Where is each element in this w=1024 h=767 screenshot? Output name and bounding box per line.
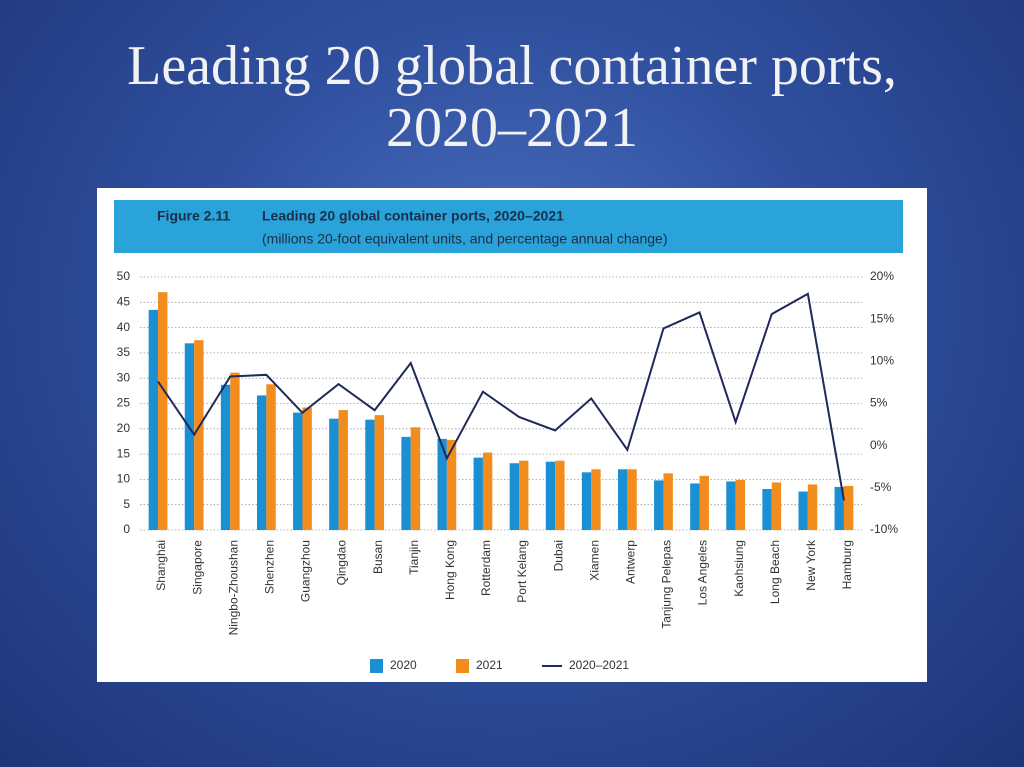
bar xyxy=(410,427,421,530)
bar xyxy=(545,461,556,530)
x-tick-label: Kaohsiung xyxy=(732,540,746,597)
x-tick-label: Rotterdam xyxy=(479,540,493,596)
bar xyxy=(365,419,375,530)
y-tick-label: 30 xyxy=(117,370,131,384)
y2-tick-label: 10% xyxy=(870,354,894,368)
bar xyxy=(374,415,385,530)
x-tick-label: Tianjin xyxy=(407,540,421,575)
x-tick-label: Shanghai xyxy=(154,540,168,591)
bar xyxy=(158,292,168,530)
bar xyxy=(446,439,457,530)
bar xyxy=(194,340,204,530)
header-bar xyxy=(114,200,903,253)
legend-swatch xyxy=(456,659,469,673)
y-tick-label: 10 xyxy=(117,472,131,486)
bar xyxy=(690,483,700,530)
bar xyxy=(699,475,709,530)
x-tick-label: Ningbo-Zhoushan xyxy=(226,540,240,635)
bar xyxy=(293,412,303,530)
y2-tick-label: 0% xyxy=(870,438,888,452)
line xyxy=(157,292,845,501)
bar xyxy=(581,472,592,530)
y-tick-label: 40 xyxy=(117,320,131,334)
bar xyxy=(509,463,520,530)
x-tick-label: Dubai xyxy=(551,540,565,571)
bar xyxy=(230,372,240,530)
bar xyxy=(617,469,628,530)
x-tick-label: Hong Kong xyxy=(443,540,457,600)
bar xyxy=(726,481,736,530)
y-tick-label: 15 xyxy=(117,446,131,460)
bar xyxy=(148,309,159,530)
x-tick-label: Long Beach xyxy=(768,540,782,604)
x-tick-label: Tanjung Pelepas xyxy=(660,540,674,629)
chart: Figure 2.11 Leading 20 global container … xyxy=(97,188,927,682)
bar xyxy=(771,482,782,530)
bar xyxy=(807,484,818,530)
x-tick-label: New York xyxy=(804,539,818,591)
bar xyxy=(329,418,339,530)
y2-tick-label: -10% xyxy=(870,522,898,536)
y2-tick-label: -5% xyxy=(870,480,892,494)
bar xyxy=(266,384,276,530)
bar xyxy=(735,479,746,530)
x-tick-label: Xiamen xyxy=(587,540,601,581)
y-tick-label: 5 xyxy=(123,497,130,511)
legend-label: 2021 xyxy=(476,658,503,672)
x-tick-label: Port Kelang xyxy=(515,540,529,603)
bar xyxy=(627,469,637,530)
x-tick-label: Busan xyxy=(371,540,385,574)
chart-title: Leading 20 global container ports, 2020–… xyxy=(262,208,564,224)
legend-label: 2020–2021 xyxy=(569,658,629,672)
legend-swatch xyxy=(370,659,383,673)
x-tick-label: Los Angeles xyxy=(696,540,710,605)
bar xyxy=(555,460,565,530)
figure-label: Figure 2.11 xyxy=(157,208,230,224)
bar xyxy=(663,473,673,530)
bar xyxy=(519,460,529,530)
y2-tick-label: 15% xyxy=(870,311,894,325)
slide-title: Leading 20 global container ports, 2020–… xyxy=(127,35,897,159)
y2-tick-label: 5% xyxy=(870,396,888,410)
bar xyxy=(220,384,231,530)
bar xyxy=(834,486,844,530)
bar xyxy=(654,480,664,530)
bar xyxy=(843,485,854,530)
legend-label: 2020 xyxy=(390,658,417,672)
bar xyxy=(184,343,195,530)
x-tick-label: Guangzhou xyxy=(299,540,313,602)
bar xyxy=(591,469,601,530)
x-tick-label: Antwerp xyxy=(624,540,638,584)
bar xyxy=(338,410,348,530)
bar xyxy=(256,395,267,530)
bar xyxy=(473,457,483,530)
bar xyxy=(482,452,493,530)
y-tick-label: 25 xyxy=(117,396,131,410)
x-tick-label: Singapore xyxy=(190,540,204,595)
y-tick-label: 0 xyxy=(123,522,130,536)
bar xyxy=(798,491,808,530)
x-tick-label: Shenzhen xyxy=(263,540,277,594)
bar xyxy=(401,436,411,530)
bar xyxy=(302,407,312,530)
bar xyxy=(762,489,772,530)
chart-subtitle: (millions 20-foot equivalent units, and … xyxy=(262,231,668,247)
x-tick-label: Hamburg xyxy=(840,540,854,589)
y2-tick-label: 20% xyxy=(870,269,894,283)
y-tick-label: 45 xyxy=(117,294,131,308)
y-tick-label: 50 xyxy=(117,269,131,283)
bar xyxy=(437,438,447,530)
y-tick-label: 35 xyxy=(117,345,131,359)
x-tick-label: Qingdao xyxy=(335,540,349,586)
y-tick-label: 20 xyxy=(117,421,131,435)
